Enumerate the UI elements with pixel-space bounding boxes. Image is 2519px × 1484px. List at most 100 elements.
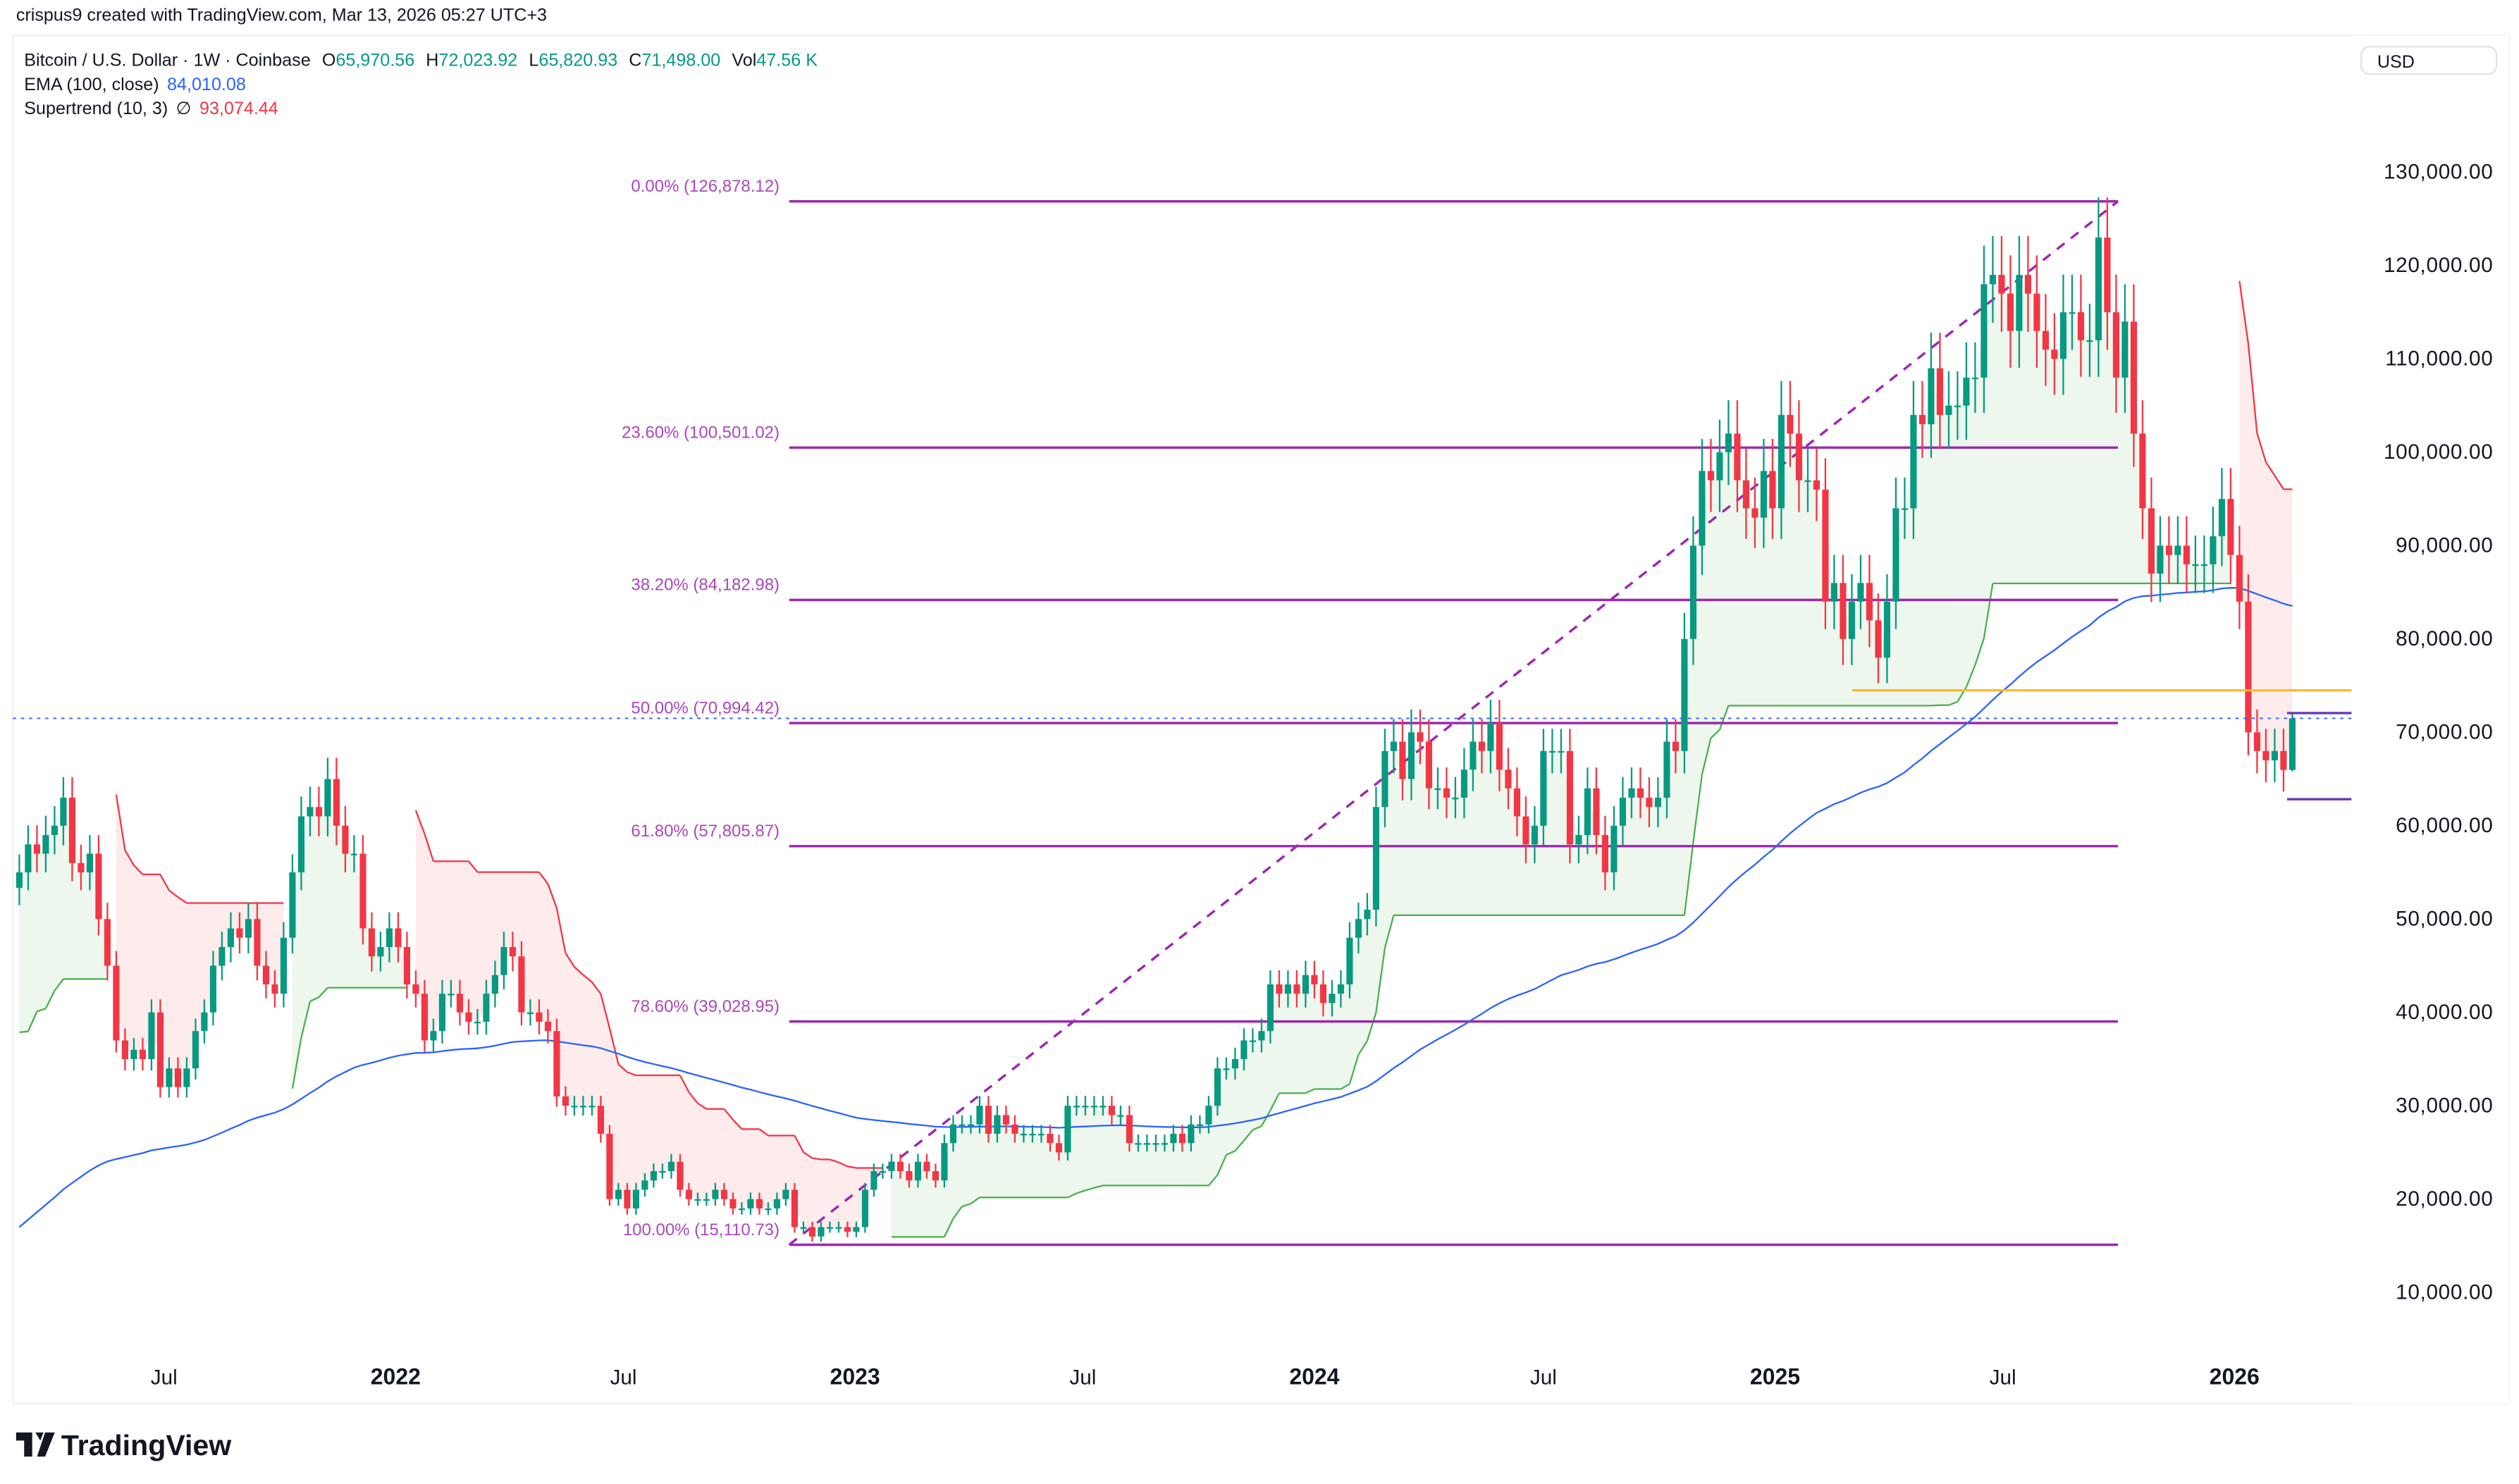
candle-body (941, 1143, 948, 1181)
symbol-title: Bitcoin / U.S. Dollar · 1W · Coinbase (24, 51, 310, 70)
candle (245, 903, 252, 954)
candle-body (1593, 788, 1600, 836)
supertrend-fill (2010, 302, 2019, 583)
candle-body (254, 919, 261, 966)
supertrend-fill (636, 1075, 645, 1199)
fib-level-label: 50.00% (70,994.42) (631, 698, 780, 717)
candle-body (597, 1106, 604, 1134)
supertrend-fill (1948, 405, 1958, 705)
credit-text: crispus9 created with TradingView.com, M… (16, 6, 547, 25)
candle (941, 1134, 948, 1188)
y-tick-label: 80,000.00 (2396, 627, 2493, 650)
supertrend-line (414, 810, 426, 834)
price-axis-bg (2351, 35, 2510, 1404)
candle-body (1936, 368, 1943, 415)
candle-body (888, 1161, 895, 1171)
candle (25, 825, 32, 891)
candle-body (791, 1189, 798, 1228)
candle-body (1355, 919, 1362, 938)
candle-body (430, 1031, 437, 1041)
candle (747, 1192, 754, 1215)
candle (2183, 516, 2190, 593)
candle (139, 1038, 146, 1071)
x-tick-label: Jul (151, 1366, 178, 1389)
candle-body (1928, 368, 1935, 425)
supertrend-fill (468, 861, 478, 1022)
supertrend-fill (591, 982, 601, 1120)
candle (1434, 767, 1441, 810)
candle (1126, 1106, 1133, 1152)
candle (1646, 777, 1653, 828)
supertrend-fill (54, 811, 63, 991)
candle (368, 912, 375, 972)
supertrend-fill (2098, 275, 2107, 583)
candle (835, 1221, 842, 1233)
chart-pane[interactable] (12, 35, 2511, 1404)
supertrend-fill (1640, 793, 1649, 915)
candle-body (16, 872, 23, 888)
candle-body (826, 1227, 833, 1229)
candle (430, 1018, 437, 1053)
candle (2200, 536, 2207, 593)
candle-body (192, 1031, 199, 1069)
supertrend-line (1234, 1140, 1245, 1152)
candle (474, 1008, 481, 1035)
candle-body (720, 1189, 727, 1199)
supertrend-fill (1331, 989, 1341, 1089)
supertrend-fill (838, 1162, 848, 1230)
candle (1601, 815, 1608, 891)
candle (1346, 922, 1353, 998)
candle-body (1082, 1106, 1089, 1108)
candle (1840, 555, 1847, 665)
supertrend-fill (2001, 284, 2011, 583)
candle (271, 970, 278, 1008)
currency-button[interactable]: USD (2360, 46, 2498, 75)
candle (456, 979, 463, 1026)
supertrend-fill (856, 1168, 866, 1230)
candle (976, 1096, 983, 1134)
candle (1478, 719, 1485, 774)
svg-text:Supertrend (10, 3)∅93,074.44: Supertrend (10, 3) ∅ 93,074.44 (24, 99, 278, 118)
supertrend-line (732, 1119, 743, 1130)
tradingview-logo-icon (16, 1432, 55, 1457)
candle-body (95, 853, 102, 920)
supertrend-line (159, 874, 170, 891)
fibonacci-retracement[interactable]: 0.00% (126,878.12) 23.60% (100,501.02) 38.… (622, 177, 2119, 1247)
supertrend-fill (1164, 1138, 1174, 1186)
candle (1681, 612, 1688, 774)
supertrend-fill (759, 1129, 768, 1208)
candle (729, 1192, 737, 1215)
price-axis[interactable]: 130,000.00 120,000.00 110,000.00 100,000.00… (2351, 35, 2510, 1404)
candle-body (694, 1199, 701, 1201)
candle-body (395, 928, 402, 948)
candle-body (2183, 545, 2190, 564)
supertrend-fill (971, 1115, 980, 1204)
candle (2077, 274, 2084, 377)
candle (1319, 970, 1326, 1017)
candle (906, 1163, 913, 1188)
supertrend-line (1305, 1088, 1315, 1094)
candle (78, 844, 85, 891)
candle-body (1548, 750, 1556, 753)
candle (1892, 477, 1899, 629)
ema-label: EMA (100, close) (24, 75, 159, 94)
y-tick-label: 70,000.00 (2396, 720, 2493, 743)
candle-body (1918, 414, 1926, 425)
supertrend-line (688, 1092, 698, 1104)
candle-body (474, 1021, 481, 1024)
candle (307, 786, 314, 836)
supertrend-line (1948, 700, 1958, 706)
candle-body (861, 1189, 868, 1228)
candle-body (1830, 583, 1837, 602)
candle-body (914, 1161, 921, 1181)
candle-body (1513, 788, 1520, 817)
supertrend-line (574, 966, 584, 976)
fib-level-label: 100.00% (15,110.73) (623, 1220, 780, 1239)
time-axis[interactable]: Jul 2022 Jul 2023 Jul 2024 Jul 2025 Jul 2026 (151, 1364, 2260, 1389)
supertrend-fill (1049, 1138, 1059, 1198)
candle-body (967, 1124, 974, 1127)
candle-body (42, 835, 49, 854)
supertrend-fill (1613, 811, 1623, 915)
candle (1778, 381, 1785, 539)
